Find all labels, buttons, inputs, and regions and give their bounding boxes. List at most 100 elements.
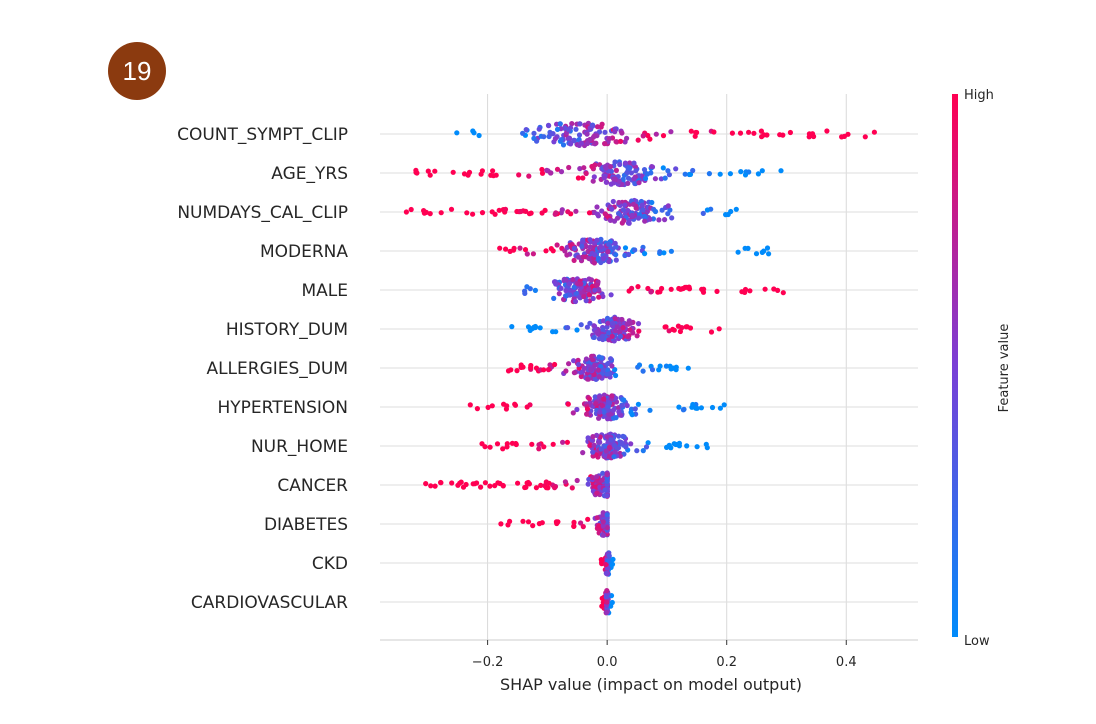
shap-point: [609, 393, 615, 399]
shap-point: [537, 325, 543, 331]
x-axis-title: SHAP value (impact on model output): [500, 675, 802, 694]
shap-point: [599, 603, 605, 609]
shap-point: [538, 482, 544, 488]
feature-label: MALE: [301, 281, 348, 301]
shap-point: [620, 176, 626, 182]
shap-point: [587, 244, 593, 250]
shap-point: [617, 453, 623, 459]
slide-number-badge: 19: [108, 42, 166, 100]
shap-point: [632, 406, 638, 412]
colorbar: [952, 94, 958, 637]
shap-point: [659, 207, 665, 213]
feature-label: NUR_HOME: [251, 437, 348, 457]
shap-point: [478, 171, 484, 177]
shap-point: [604, 478, 610, 484]
shap-point: [571, 245, 578, 251]
shap-point: [554, 520, 560, 527]
shap-point: [464, 210, 470, 216]
shap-point: [566, 361, 572, 367]
shap-point: [682, 284, 688, 290]
shap-point: [787, 129, 794, 136]
shap-point: [457, 480, 463, 486]
shap-point: [482, 480, 488, 486]
shap-point: [627, 160, 633, 166]
shap-point: [862, 134, 868, 140]
shap-point: [668, 286, 674, 292]
shap-point: [758, 128, 765, 134]
shap-point: [612, 159, 618, 165]
shap-point: [427, 211, 433, 217]
shap-point: [539, 170, 546, 176]
shap-point: [742, 172, 749, 178]
shap-point: [509, 324, 515, 330]
shap-point: [641, 167, 648, 173]
shap-point: [771, 286, 777, 292]
shap-point: [619, 130, 625, 136]
shap-point: [570, 410, 576, 416]
shap-point: [509, 440, 515, 446]
shap-point: [609, 333, 615, 339]
shap-point: [487, 444, 493, 450]
shap-point: [541, 134, 547, 140]
feature-label: NUMDAYS_CAL_CLIP: [177, 203, 348, 223]
shap-point: [620, 207, 627, 213]
shap-point: [569, 121, 575, 127]
shap-point: [690, 167, 696, 174]
shap-point: [621, 218, 627, 224]
shap-point: [742, 245, 748, 251]
shap-point: [704, 207, 711, 213]
shap-point: [588, 366, 594, 373]
shap-point: [755, 171, 762, 177]
shap-point: [547, 362, 553, 368]
shap-point: [562, 479, 569, 485]
shap-point: [599, 208, 605, 214]
shap-point: [603, 179, 609, 185]
shap-point: [427, 172, 433, 178]
x-tick-label: 0.2: [716, 655, 737, 670]
shap-point: [665, 203, 671, 209]
shap-point: [563, 288, 569, 294]
shap-point: [574, 406, 580, 413]
shap-point: [543, 248, 549, 254]
shap-point: [572, 298, 579, 305]
shap-point: [608, 437, 614, 443]
shap-point: [611, 454, 617, 460]
shap-point: [598, 244, 604, 250]
shap-point: [512, 402, 519, 408]
shap-point: [617, 333, 624, 339]
shap-point: [614, 215, 621, 221]
shap-point: [625, 175, 632, 181]
shap-point: [578, 140, 585, 146]
shap-point: [495, 480, 501, 486]
shap-point: [684, 443, 690, 449]
shap-point: [554, 126, 561, 132]
shap-point: [605, 416, 611, 422]
shap-point: [613, 139, 619, 145]
shap-point: [556, 291, 562, 297]
shap-point: [633, 168, 639, 174]
shap-point: [586, 396, 593, 402]
shap-point: [616, 199, 622, 206]
shap-point: [565, 325, 571, 331]
shap-point: [438, 210, 444, 216]
feature-label: CARDIOVASCULAR: [191, 593, 348, 613]
shap-point: [578, 373, 584, 380]
shap-point: [619, 440, 625, 447]
shap-point: [520, 518, 526, 524]
shap-point: [596, 374, 602, 380]
shap-point: [432, 483, 438, 489]
shap-point: [550, 329, 556, 335]
shap-point: [622, 245, 629, 251]
shap-point: [600, 367, 606, 373]
shap-point: [584, 406, 591, 412]
x-tick-label: −0.2: [472, 655, 504, 670]
shap-point: [574, 477, 580, 484]
shap-point: [599, 402, 605, 409]
shap-point: [500, 446, 506, 452]
shap-point: [642, 251, 648, 257]
shap-point: [523, 208, 529, 214]
shap-point: [624, 135, 630, 141]
shap-point: [631, 160, 637, 166]
shap-point: [658, 176, 664, 182]
shap-point: [667, 207, 673, 213]
